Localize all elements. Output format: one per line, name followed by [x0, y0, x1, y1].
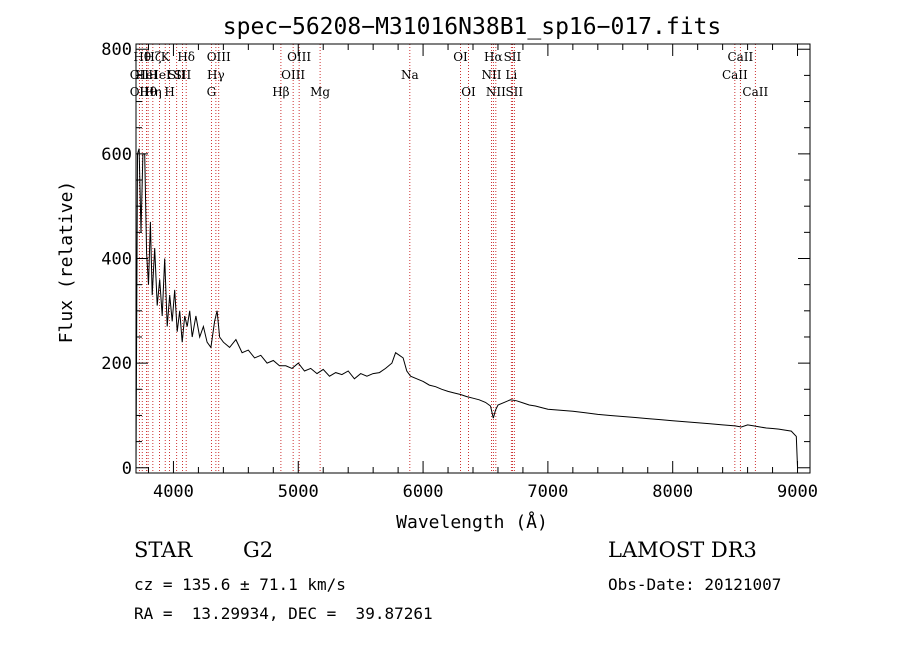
line-marker-label: Hθ [133, 50, 151, 64]
line-marker-label: OI [453, 50, 468, 64]
line-markers [138, 44, 756, 473]
line-marker-label: G [207, 85, 217, 99]
line-marker-label: CaII [722, 68, 748, 82]
y-tick-label: 0 [122, 459, 132, 479]
line-marker-label: OIII [287, 50, 311, 64]
y-tick-label: 600 [101, 145, 132, 165]
line-marker-label: Mg [310, 85, 330, 99]
line-marker-label: Na [401, 68, 419, 82]
line-marker-label: SII [505, 85, 523, 99]
y-axis-label: Flux (relative) [56, 181, 77, 344]
axis-ticks: 4000 5000 6000 7000 8000 9000 0 200 400 600 800 [101, 40, 818, 502]
object-class: STAR [134, 538, 193, 562]
x-tick-label: 6000 [403, 482, 444, 502]
line-marker-label: Hη [144, 85, 162, 99]
line-marker-label: HeI [148, 68, 171, 82]
x-axis-label: Wavelength (Å) [396, 511, 548, 533]
spectrum-series-line [135, 148, 798, 468]
x-tick-label: 7000 [527, 482, 568, 502]
line-marker-label: H [164, 85, 174, 99]
x-tick-label: 9000 [777, 482, 818, 502]
plot-frame [135, 43, 811, 474]
observation-date: Obs-Date: 20121007 [608, 575, 782, 594]
line-marker-label: OII [130, 85, 150, 99]
line-marker-label: Li [505, 68, 517, 82]
line-marker-label: Hβ [272, 85, 289, 99]
line-marker-labels: OIIOIIHθHeIHθHηHζHeIKHSIISIIHδGHγOIIIHβO… [130, 50, 769, 99]
y-tick-label: 400 [101, 250, 132, 270]
line-marker-label: CaII [727, 50, 753, 64]
line-marker-label: Hα [484, 50, 503, 64]
x-tick-label: 5000 [278, 482, 319, 502]
line-marker-label: SII [504, 50, 522, 64]
x-tick-label: 4000 [153, 482, 194, 502]
line-marker-label: Hγ [207, 68, 225, 82]
y-tick-label: 200 [101, 354, 132, 374]
line-marker-label: OIII [281, 68, 305, 82]
line-marker-label: Hζ [144, 50, 161, 64]
chart-title: spec−56208−M31016N38B1_sp16−017.fits [223, 14, 722, 40]
object-subclass: G2 [243, 538, 274, 562]
line-marker-label: NII [486, 85, 506, 99]
survey-name: LAMOST DR3 [608, 538, 757, 562]
redshift-cz: cz = 135.6 ± 71.1 km/s [134, 575, 346, 594]
line-marker-label: Hθ [139, 85, 157, 99]
x-tick-label: 8000 [652, 482, 693, 502]
line-marker-label: SII [168, 68, 186, 82]
line-marker-label: CaII [742, 85, 768, 99]
line-marker-label: OI [461, 85, 476, 99]
line-marker-label: SII [174, 68, 192, 82]
line-marker-label: Hδ [177, 50, 195, 64]
line-marker-label: NII [481, 68, 501, 82]
line-marker-label: K [161, 50, 171, 64]
y-tick-label: 800 [101, 40, 132, 60]
line-marker-label: HeI [135, 68, 158, 82]
line-marker-label: OIII [207, 50, 231, 64]
coordinates: RA = 13.29934, DEC = 39.87261 [134, 604, 433, 623]
